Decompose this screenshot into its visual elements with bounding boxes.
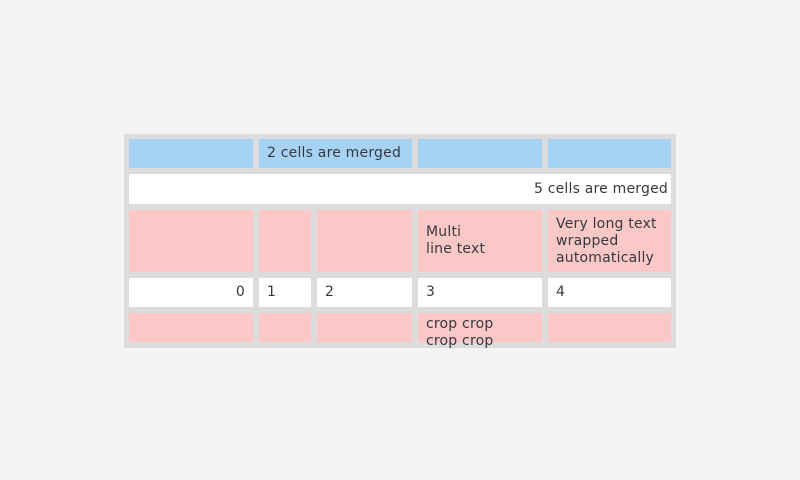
- table-cell-r5c3[interactable]: [317, 313, 412, 342]
- cell-text: 3: [426, 284, 436, 300]
- table-cell-r3c1[interactable]: [129, 210, 253, 272]
- table-row-2: 5 cells are merged: [129, 174, 671, 204]
- table-cell-r4c4[interactable]: 3: [418, 278, 542, 307]
- cell-text: Very long text wrapped automatically: [556, 215, 657, 266]
- table-cell-r4c5[interactable]: 4: [548, 278, 671, 307]
- cell-text: Multi line text: [426, 224, 486, 257]
- table-widget: 2 cells are merged 5 cells are merged Mult…: [124, 134, 676, 348]
- table-cell-r3c3[interactable]: [317, 210, 412, 272]
- cell-text: crop crop crop crop crop crop: [426, 316, 494, 348]
- table-cell-r1c3[interactable]: [418, 139, 542, 168]
- table-row-5: crop crop crop crop crop crop: [129, 313, 671, 348]
- cell-text: 0: [235, 284, 245, 300]
- cell-text: 4: [556, 284, 566, 300]
- table-cell-r3c4[interactable]: Multi line text: [418, 210, 542, 272]
- cell-text: 2 cells are merged: [267, 145, 402, 161]
- table-cell-r3c2[interactable]: [259, 210, 311, 272]
- table-cell-r1c4[interactable]: [548, 139, 671, 168]
- table-cell-r1c2[interactable]: 2 cells are merged: [259, 139, 412, 168]
- table-cell-r3c5[interactable]: Very long text wrapped automatically: [548, 210, 671, 272]
- table-cell-r5c5[interactable]: [548, 313, 671, 342]
- cell-text: 5 cells are merged: [533, 180, 668, 197]
- table-cell-r4c1[interactable]: 0: [129, 278, 253, 307]
- table-cell-r4c2[interactable]: 1: [259, 278, 311, 307]
- table-cell-r5c4[interactable]: crop crop crop crop crop crop: [418, 313, 542, 348]
- table-row-3: Multi line text Very long text wrapped au…: [129, 210, 671, 272]
- cell-text: 2: [325, 284, 335, 300]
- table-row-4: 0 1 2 3 4: [129, 278, 671, 307]
- table-row-1: 2 cells are merged: [129, 139, 671, 168]
- table-cell-r2c1[interactable]: 5 cells are merged: [129, 174, 671, 204]
- table-cell-r5c1[interactable]: [129, 313, 253, 342]
- table-cell-r5c2[interactable]: [259, 313, 311, 342]
- cell-text: 1: [267, 284, 277, 300]
- table-cell-r4c3[interactable]: 2: [317, 278, 412, 307]
- table-cell-r1c1[interactable]: [129, 139, 253, 168]
